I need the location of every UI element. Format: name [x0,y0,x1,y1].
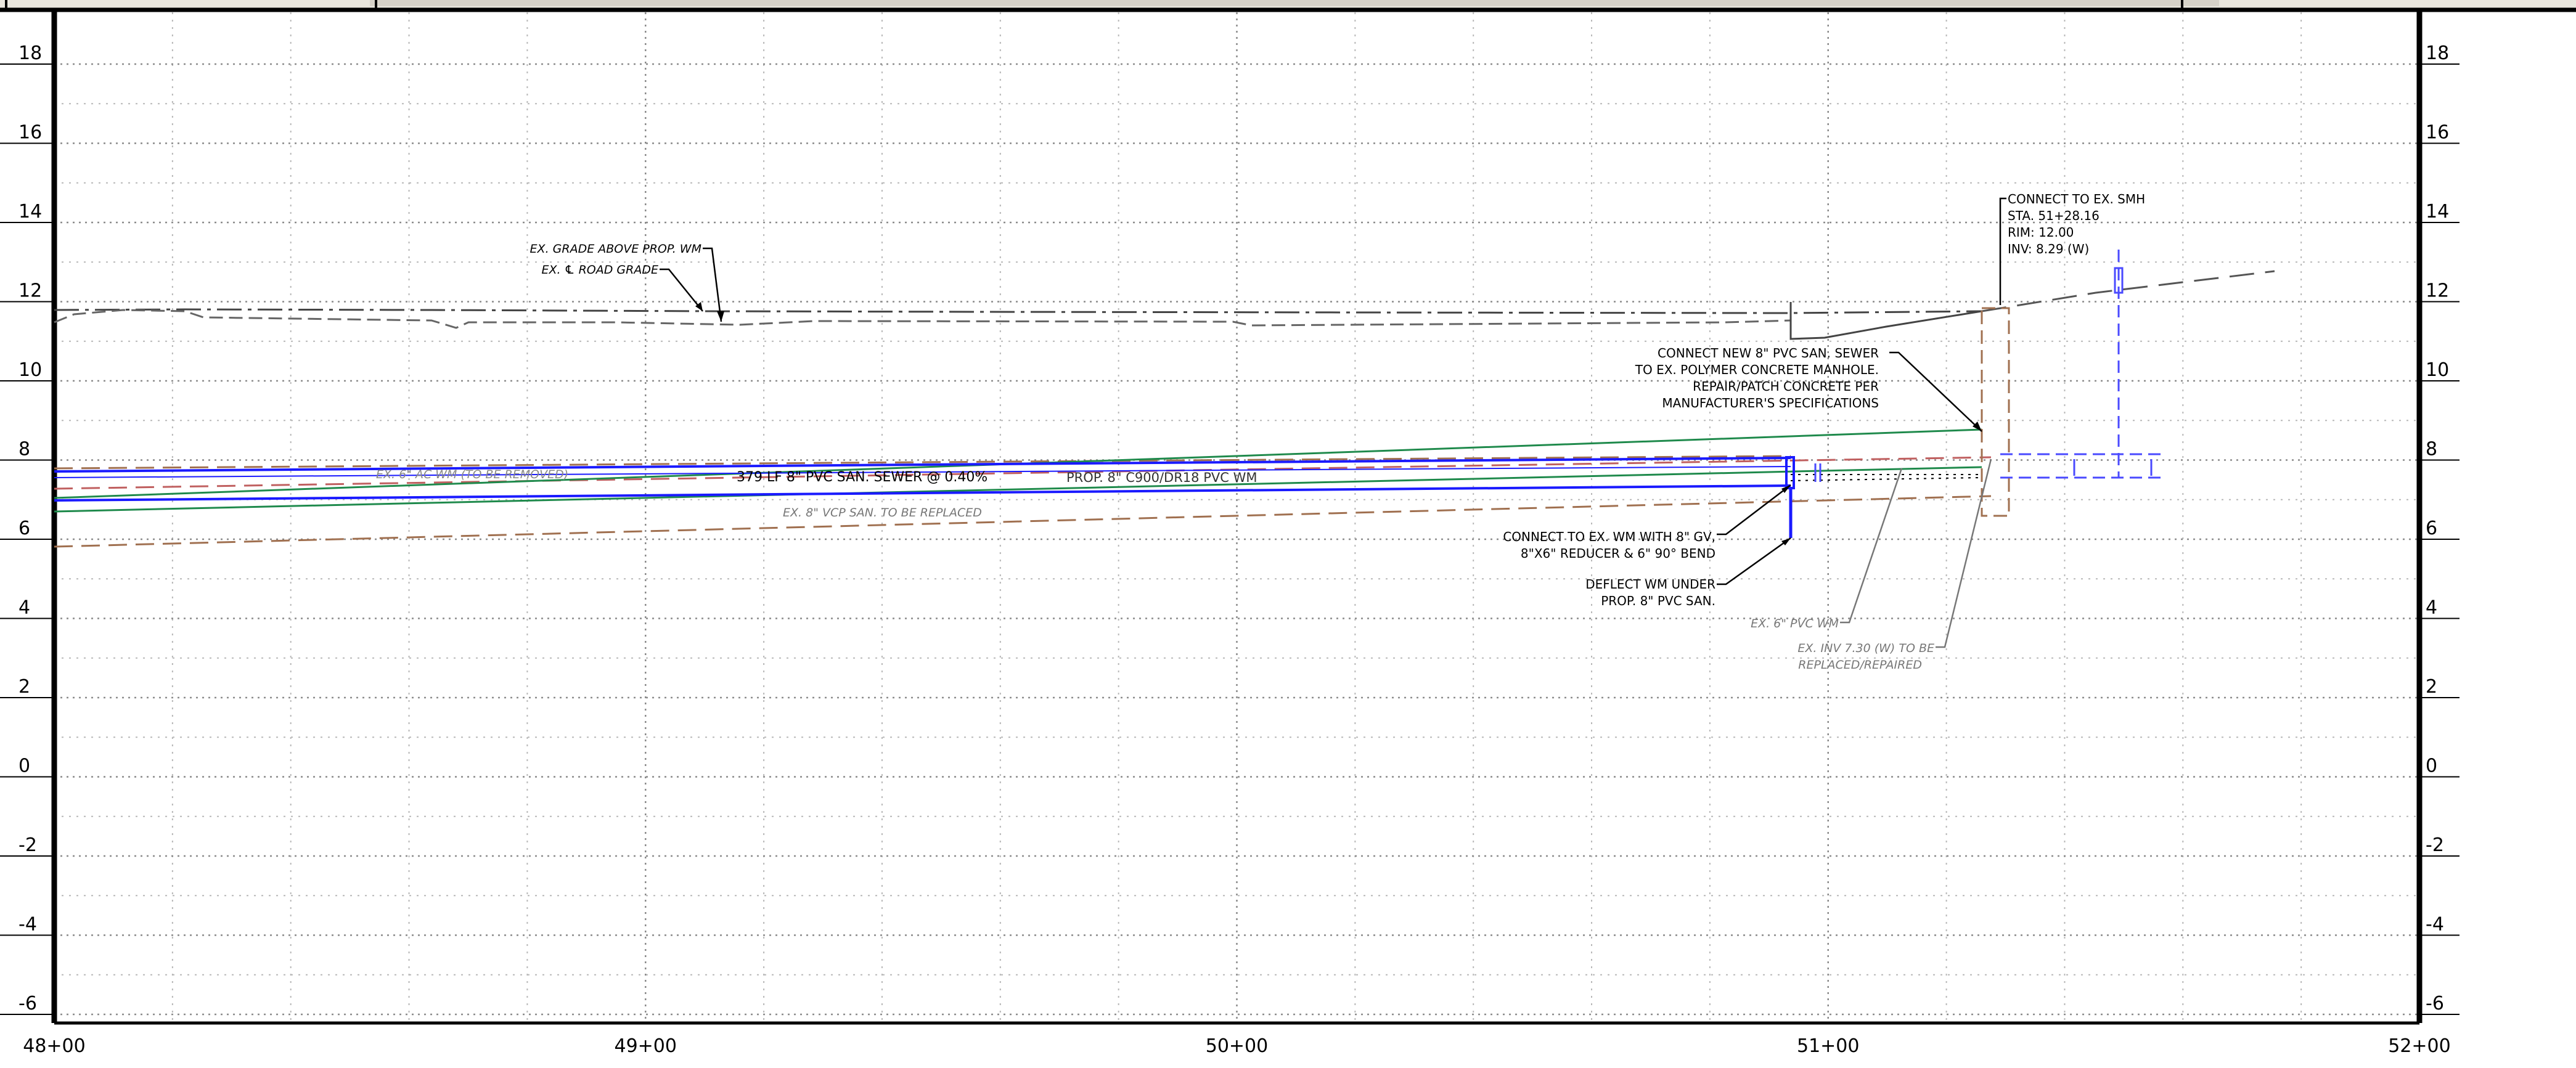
connect-new-line3: REPAIR/PATCH CONCRETE PER [1693,379,1879,394]
deflect-wm-line2: PROP. 8" PVC SAN. [1601,593,1715,608]
san-sewer-run-label: 379 LF 8" PVC SAN. SEWER @ 0.40% [737,470,987,485]
elevation-tick-label-left: 4 [18,597,30,619]
connect-new-line2: TO EX. POLYMER CONCRETE MANHOLE. [1635,362,1879,377]
hydrant-top [2114,267,2124,294]
prop-wm-label: PROP. 8" C900/DR18 PVC WM [1066,470,1257,485]
ex-ac-wm-line [54,456,1992,490]
ex-wm-line-2 [54,455,1791,470]
elevation-tick-label-right: 2 [2426,676,2437,698]
top-image-strip-dark [370,0,2219,6]
elevation-tick-label-right: 0 [2426,756,2437,777]
ex-inv-line2: REPLACED/REPAIRED [1798,658,1922,672]
station-tick-label: 52+00 [2388,1035,2450,1057]
connect-wm-line2: 8"X6" REDUCER & 6" 90° BEND [1521,546,1715,561]
elevation-tick-label-right: 18 [2426,43,2449,64]
connect-wm-line1: CONNECT TO EX. WM WITH 8" GV, [1503,529,1715,544]
elevation-tick-label-left: 6 [18,518,30,539]
elevation-tick-label-left: 14 [18,201,42,222]
frame [0,0,2576,1025]
station-tick-label: 49+00 [615,1035,677,1057]
smh-line1: CONNECT TO EX. SMH [2008,192,2145,206]
wm-dotted-connection-2 [1790,477,1982,481]
smh-line2: STA. 51+28.16 [2008,208,2100,223]
leader-arrows [695,302,1982,545]
station-tick-label: 51+00 [1797,1035,1859,1057]
elevation-tick-label-right: -2 [2426,834,2444,856]
elevation-tick-label-left: 8 [18,439,30,460]
wm-fitting [1785,456,1795,489]
elevation-tick-label-left: 10 [18,359,42,381]
elevation-tick-label-right: 14 [2426,201,2449,222]
elevation-tick-label-left: 12 [18,280,42,302]
elevation-tick-label-left: -6 [18,993,37,1014]
station-axis: 48+00 49+00 50+00 51+00 52+00 [23,1035,2450,1057]
prop-wm-mid [54,466,1791,478]
station-tick-label: 50+00 [1206,1035,1268,1057]
grade-above-wm [54,309,1791,329]
deflect-wm-line1: DEFLECT WM UNDER [1585,577,1715,592]
elevation-tick-label-left: 2 [18,676,30,698]
road-grade-centerline [54,308,1982,314]
connect-new-line4: MANUFACTURER'S SPECIFICATIONS [1662,396,1879,410]
elevation-tick-label-right: 8 [2426,439,2437,460]
elevation-tick-label-right: 16 [2426,122,2449,144]
station-tick-label: 48+00 [23,1035,85,1057]
annotations: EX. GRADE ABOVE PROP. WM EX. ℄ ROAD GRAD… [376,192,2145,672]
ex-vcp-sanitary-line [54,495,1992,548]
ex-inv-line1: EX. INV 7.30 (W) TO BE [1797,642,1934,655]
connect-new-line1: CONNECT NEW 8" PVC SAN. SEWER [1658,346,1879,361]
elevation-axis-left: 18 16 14 12 10 8 6 4 2 0 -2 -4 -6 [0,43,54,1015]
elevation-tick-label-right: 10 [2426,359,2449,381]
existing-grade [54,270,2275,340]
elevation-tick-label-right: -6 [2426,993,2444,1014]
pipes [54,250,2167,548]
existing-manhole [1981,307,2010,517]
ex-road-grade-label: EX. ℄ ROAD GRADE [541,263,658,277]
elevation-tick-label-right: 6 [2426,518,2437,539]
elevation-tick-label-left: 18 [18,43,42,64]
leaders [660,197,2006,648]
prop-wm-top [54,457,1791,473]
ex-6-pvc-wm-label: EX. 6" PVC WM [1751,617,1839,630]
ex-vcp-label: EX. 8" VCP SAN. TO BE REPLACED [783,506,982,520]
ex-ac-wm-label: EX. 6" AC WM (TO BE REMOVED) [376,468,568,481]
smh-line4: INV: 8.29 (W) [2008,242,2089,256]
grade-dip [1789,302,1982,340]
elevation-tick-label-left: -2 [18,834,37,856]
elevation-tick-label-left: 16 [18,122,42,144]
elevation-tick-label-left: -4 [18,914,37,936]
elevation-axis-right: 18 16 14 12 10 8 6 4 2 0 -2 -4 -6 [2419,43,2459,1015]
prop-sewer-bottom [54,466,1982,513]
ex-grade-above-wm-label: EX. GRADE ABOVE PROP. WM [530,242,701,256]
grade-extension [1981,270,2275,312]
elevation-tick-label-right: 4 [2426,597,2437,619]
elevation-tick-label-left: 0 [18,756,30,777]
prop-wm-bottom [54,484,1791,502]
elevation-tick-label-right: -4 [2426,914,2444,936]
smh-line3: RIM: 12.00 [2008,225,2074,240]
elevation-tick-label-right: 12 [2426,280,2449,302]
